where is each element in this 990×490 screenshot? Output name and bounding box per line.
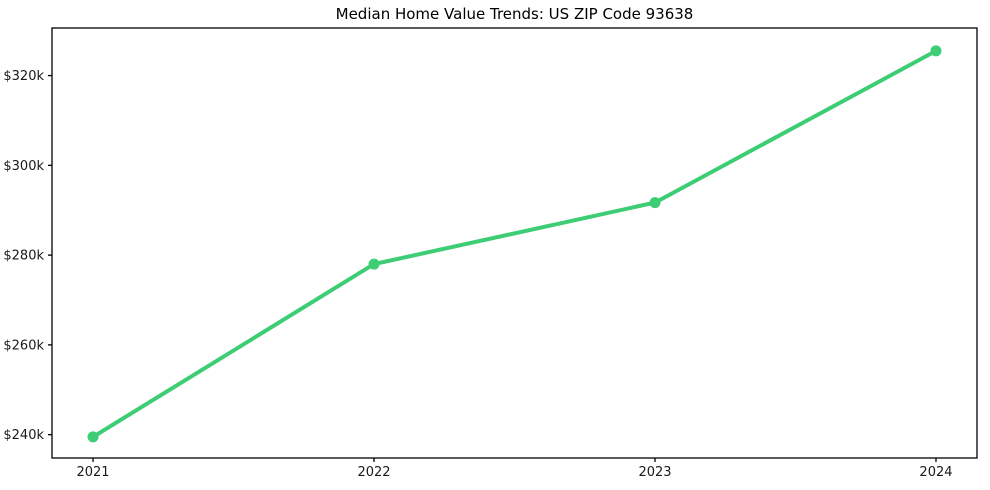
series-layer xyxy=(87,45,942,443)
y-tick-label: $280k xyxy=(3,249,44,264)
data-point-marker xyxy=(649,197,661,209)
data-point-marker xyxy=(368,258,380,270)
y-tick-label: $240k xyxy=(3,428,44,443)
y-tick-label: $320k xyxy=(3,69,44,84)
data-point-marker xyxy=(87,431,99,443)
x-tick-label: 2022 xyxy=(357,465,390,480)
chart-title: Median Home Value Trends: US ZIP Code 93… xyxy=(336,5,694,23)
data-point-marker xyxy=(930,45,942,57)
x-axis: 2021 2022 2023 2024 xyxy=(76,458,953,480)
y-axis: $240k $260k $280k $300k $320k xyxy=(3,69,52,443)
y-tick-label: $260k xyxy=(3,338,44,353)
x-tick-label: 2021 xyxy=(76,465,109,480)
y-tick-label: $300k xyxy=(3,159,44,174)
x-tick-label: 2024 xyxy=(919,465,952,480)
x-tick-label: 2023 xyxy=(638,465,671,480)
plot-border xyxy=(51,27,978,459)
trend-line xyxy=(91,48,938,439)
